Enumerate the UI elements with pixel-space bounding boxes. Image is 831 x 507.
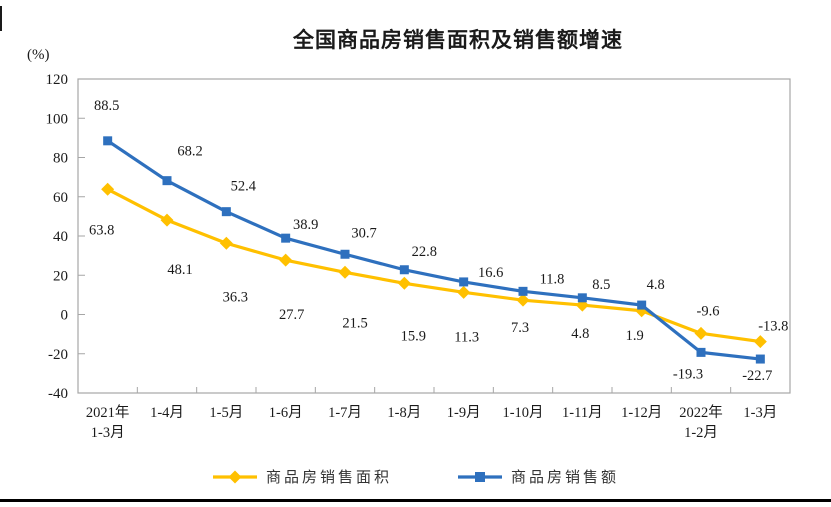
x-axis-labels: 2021年 1-3月 1-4月 1-5月 1-6月 1-7月 1-8月 1-9月 1-10月 1-… [86, 404, 777, 441]
svg-text:11.8: 11.8 [540, 271, 565, 287]
svg-text:7.3: 7.3 [511, 320, 529, 336]
y-axis-unit-label: (%) [27, 47, 50, 63]
svg-text:1-8月: 1-8月 [387, 405, 421, 421]
series-area-markers [101, 182, 767, 349]
page-edge-mark [0, 6, 2, 31]
svg-text:1-5月: 1-5月 [209, 405, 243, 421]
svg-text:100: 100 [46, 111, 69, 127]
svg-text:68.2: 68.2 [177, 144, 202, 160]
svg-text:15.9: 15.9 [401, 328, 426, 344]
svg-text:30.7: 30.7 [351, 225, 376, 241]
svg-text:52.4: 52.4 [231, 179, 257, 195]
chart-legend: 商品房销售面积 商品房销售额 [0, 466, 831, 487]
line-chart-canvas: 120 100 80 60 40 20 0 -20 -40 2021年 1-3月 1-4月 1-5月 1-… [46, 72, 791, 441]
svg-text:16.6: 16.6 [478, 265, 503, 281]
svg-text:120: 120 [46, 72, 69, 88]
legend-item-sales-amount: 商品房销售额 [457, 466, 619, 487]
svg-text:2022年: 2022年 [679, 404, 723, 421]
svg-text:1-3月: 1-3月 [743, 405, 777, 421]
svg-text:-20: -20 [48, 347, 68, 363]
data-labels-area: 63.8 48.1 36.3 27.7 21.5 15.9 11.3 7.3 4.8 1.9 -9.… [89, 222, 788, 345]
svg-text:1-10月: 1-10月 [502, 405, 543, 421]
svg-text:-13.8: -13.8 [758, 319, 788, 335]
legend-item-sales-area: 商品房销售面积 [212, 466, 392, 487]
svg-text:40: 40 [53, 229, 68, 245]
plot-border [77, 78, 791, 394]
svg-text:1-2月: 1-2月 [684, 425, 718, 441]
svg-text:-9.6: -9.6 [697, 303, 720, 319]
legend-line-diamond-icon [212, 470, 257, 483]
svg-text:20: 20 [53, 268, 68, 284]
svg-text:1.9: 1.9 [626, 328, 644, 344]
svg-text:36.3: 36.3 [223, 289, 248, 305]
svg-text:1-7月: 1-7月 [328, 405, 362, 421]
svg-text:1-12月: 1-12月 [621, 405, 662, 421]
svg-text:4.8: 4.8 [571, 326, 589, 342]
legend-line-square-icon [458, 471, 502, 482]
svg-text:1-3月: 1-3月 [91, 425, 125, 441]
svg-text:4.8: 4.8 [647, 277, 665, 293]
legend-label-sales-area: 商品房销售面积 [265, 470, 392, 486]
svg-text:1-6月: 1-6月 [269, 405, 303, 421]
svg-text:11.3: 11.3 [454, 329, 479, 345]
series-amount-line [106, 139, 761, 361]
series-area-line [106, 187, 761, 344]
chart-title: 全国商品房销售面积及销售额增速 [293, 29, 623, 52]
svg-text:27.7: 27.7 [279, 307, 304, 323]
svg-text:63.8: 63.8 [89, 222, 114, 238]
svg-text:8.5: 8.5 [592, 277, 610, 293]
svg-text:1-4月: 1-4月 [150, 405, 184, 421]
svg-text:0: 0 [61, 308, 69, 324]
svg-text:-40: -40 [48, 386, 68, 402]
data-labels-amount: 88.5 68.2 52.4 38.9 30.7 22.8 16.6 11.8 8.5 4.8 -1… [94, 98, 772, 384]
svg-text:21.5: 21.5 [342, 315, 367, 331]
svg-text:2021年: 2021年 [86, 404, 130, 421]
svg-text:88.5: 88.5 [94, 98, 119, 114]
y-axis-labels: 120 100 80 60 40 20 0 -20 -40 [46, 72, 69, 402]
svg-text:80: 80 [53, 151, 68, 167]
svg-text:60: 60 [53, 190, 68, 206]
svg-text:1-11月: 1-11月 [562, 405, 603, 421]
svg-text:38.9: 38.9 [293, 217, 318, 233]
axis-ticks [77, 78, 791, 394]
svg-text:-19.3: -19.3 [673, 366, 703, 382]
bottom-rule [0, 499, 831, 502]
series-amount-markers [103, 136, 765, 364]
legend-label-sales-amount: 商品房销售额 [511, 470, 620, 486]
svg-text:48.1: 48.1 [167, 262, 192, 278]
svg-text:-22.7: -22.7 [742, 368, 772, 384]
svg-text:22.8: 22.8 [412, 244, 437, 260]
svg-text:1-9月: 1-9月 [447, 405, 481, 421]
